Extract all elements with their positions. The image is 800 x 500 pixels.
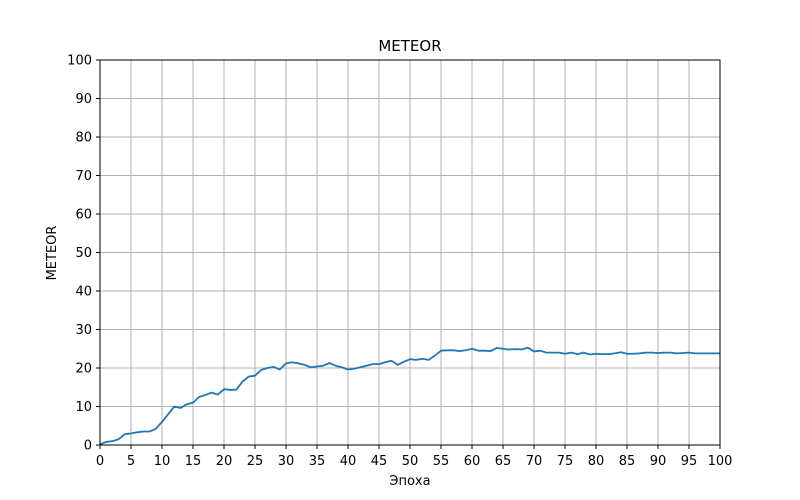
x-tick-label: 80: [588, 454, 605, 469]
y-tick-label: 0: [84, 439, 92, 454]
x-tick-label: 85: [619, 454, 636, 469]
y-tick-label: 100: [67, 54, 92, 69]
y-tick-label: 70: [75, 169, 92, 184]
y-tick-label: 10: [75, 400, 92, 415]
x-tick-label: 100: [708, 454, 733, 469]
x-tick-label: 0: [96, 454, 104, 469]
x-tick-label: 20: [216, 454, 233, 469]
x-tick-label: 70: [526, 454, 543, 469]
x-axis-label: Эпоха: [389, 474, 430, 489]
x-tick-label: 75: [557, 454, 574, 469]
x-tick-label: 25: [247, 454, 264, 469]
series-layer: [99, 346, 720, 446]
x-tick-label: 5: [127, 454, 135, 469]
x-tick-label: 65: [495, 454, 512, 469]
x-tick-label: 90: [650, 454, 667, 469]
x-tick-label: 30: [278, 454, 295, 469]
y-axis-label: METEOR: [45, 226, 60, 281]
y-tick-label: 80: [75, 131, 92, 146]
x-tick-label: 60: [464, 454, 481, 469]
x-tick-label: 15: [185, 454, 202, 469]
x-tick-label: 50: [402, 454, 419, 469]
y-tick-label: 20: [75, 362, 92, 377]
y-axis-ticks: 0 10 20 30 40 50 60 70 80 90 100: [67, 54, 100, 454]
grid: [99, 59, 721, 446]
y-tick-label: 50: [75, 246, 92, 261]
x-tick-label: 35: [309, 454, 326, 469]
x-tick-label: 55: [433, 454, 450, 469]
series-line: [99, 346, 720, 446]
y-tick-label: 90: [75, 92, 92, 107]
x-tick-label: 40: [340, 454, 357, 469]
chart-title: METEOR: [378, 37, 441, 55]
x-tick-label: 10: [154, 454, 171, 469]
x-axis-ticks: 0 5 10 15 20 25 30 35 40 45 50 55 60 65 70 75 80 85 90 95 10…: [96, 445, 733, 469]
y-tick-label: 60: [75, 208, 92, 223]
x-tick-label: 45: [371, 454, 388, 469]
y-tick-label: 30: [75, 323, 92, 338]
y-tick-label: 40: [75, 285, 92, 300]
x-tick-label: 95: [681, 454, 698, 469]
